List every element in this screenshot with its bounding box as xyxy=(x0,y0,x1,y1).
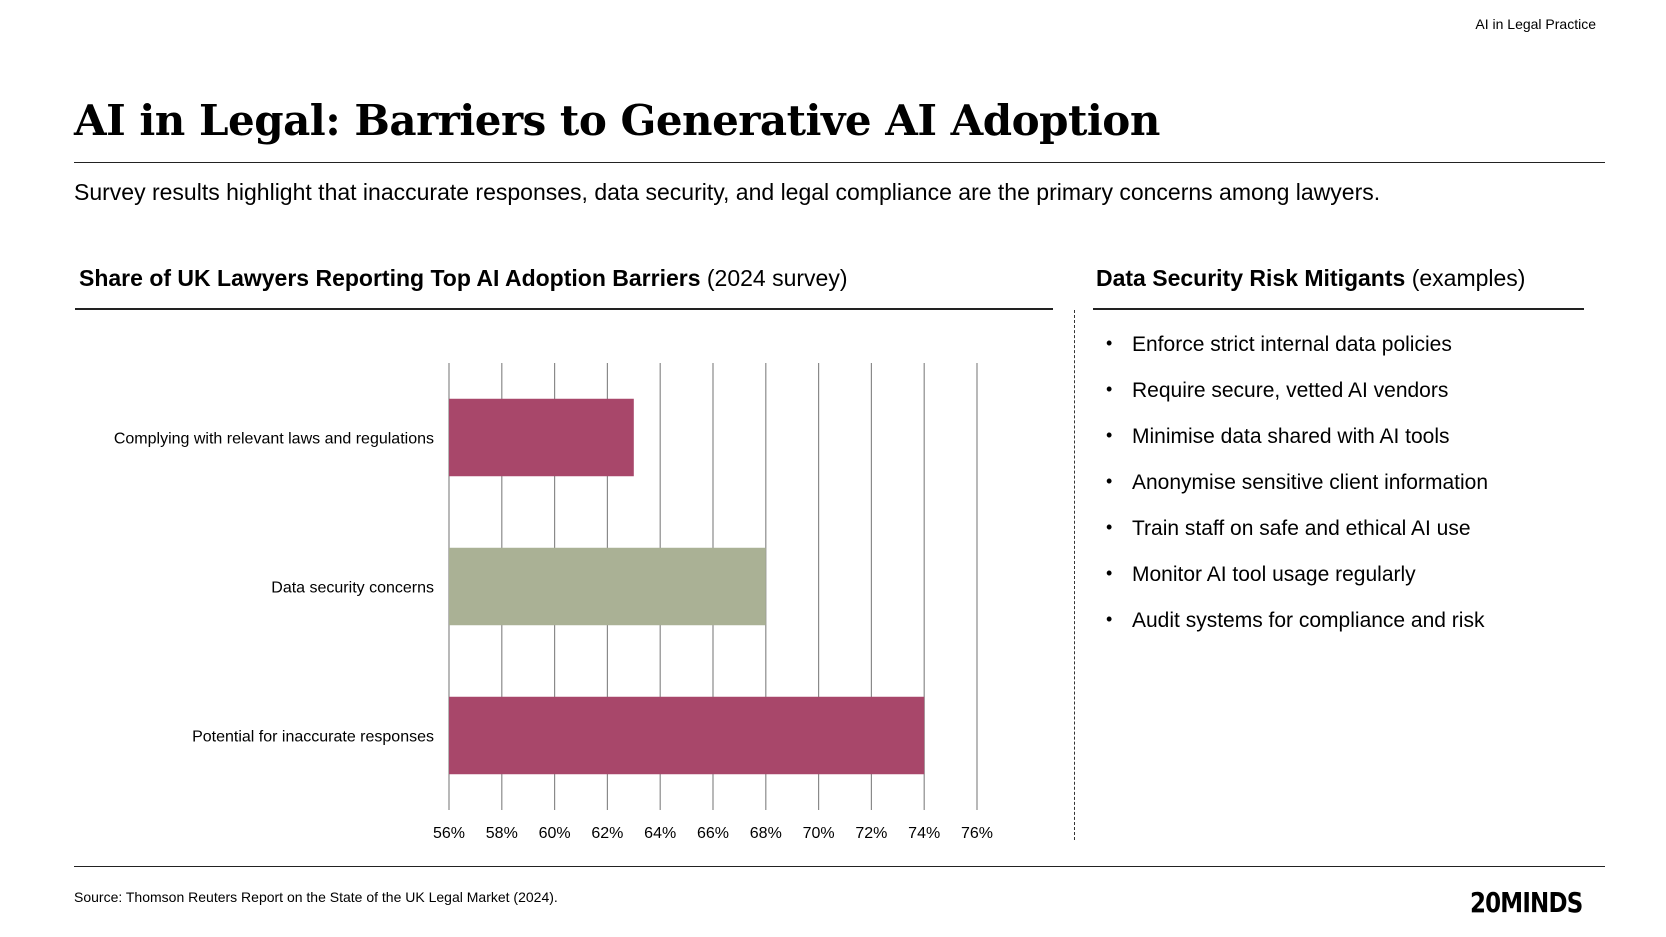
mitigant-item: • Require secure, vetted AI vendors xyxy=(1100,379,1488,425)
bullet-icon: • xyxy=(1106,609,1113,629)
category-label: Data security concerns xyxy=(271,580,434,597)
mitigant-text: Anonymise sensitive client information xyxy=(1132,471,1488,494)
x-tick-label: 58% xyxy=(486,825,518,842)
bullet-icon: • xyxy=(1106,517,1113,537)
x-tick-label: 56% xyxy=(433,825,465,842)
mitigant-text: Minimise data shared with AI tools xyxy=(1132,425,1450,448)
x-tick-label: 64% xyxy=(644,825,676,842)
mitigant-text: Require secure, vetted AI vendors xyxy=(1132,379,1449,402)
x-tick-label: 68% xyxy=(750,825,782,842)
category-label: Complying with relevant laws and regulat… xyxy=(114,431,434,448)
header-tag: AI in Legal Practice xyxy=(1475,16,1596,32)
x-tick-label: 70% xyxy=(803,825,835,842)
category-label: Potential for inaccurate responses xyxy=(192,729,434,746)
mitigants-heading-divider xyxy=(1093,308,1584,310)
bullet-icon: • xyxy=(1106,379,1113,399)
bar xyxy=(449,398,634,477)
page-title: AI in Legal: Barriers to Generative AI A… xyxy=(74,96,1160,145)
mitigant-text: Audit systems for compliance and risk xyxy=(1132,609,1485,632)
x-tick-label: 74% xyxy=(908,825,940,842)
mitigants-heading-bold: Data Security Risk Mitigants xyxy=(1096,265,1406,291)
bar xyxy=(449,696,925,775)
chart-heading-divider xyxy=(75,308,1053,310)
bar xyxy=(449,547,766,626)
x-tick-label: 60% xyxy=(539,825,571,842)
x-tick-label: 66% xyxy=(697,825,729,842)
x-tick-label: 76% xyxy=(961,825,993,842)
bullet-icon: • xyxy=(1106,333,1113,353)
mitigant-item: • Monitor AI tool usage regularly xyxy=(1100,563,1488,609)
chart-heading-bold: Share of UK Lawyers Reporting Top AI Ado… xyxy=(79,265,701,291)
chart-heading: Share of UK Lawyers Reporting Top AI Ado… xyxy=(79,265,848,292)
chart-heading-regular: (2024 survey) xyxy=(700,265,848,291)
mitigant-text: Monitor AI tool usage regularly xyxy=(1132,563,1416,586)
x-tick-label: 62% xyxy=(591,825,623,842)
title-divider xyxy=(74,162,1605,163)
page-subtitle: Survey results highlight that inaccurate… xyxy=(74,179,1381,205)
mitigant-item: • Enforce strict internal data policies xyxy=(1100,333,1488,379)
mitigants-heading-regular: (examples) xyxy=(1405,265,1526,291)
footer-divider xyxy=(74,866,1605,867)
mitigant-item: • Audit systems for compliance and risk xyxy=(1100,609,1488,655)
bullet-icon: • xyxy=(1106,425,1113,445)
source-note: Source: Thomson Reuters Report on the St… xyxy=(74,889,558,905)
mitigant-item: • Minimise data shared with AI tools xyxy=(1100,425,1488,471)
bullet-icon: • xyxy=(1106,563,1113,583)
mitigants-list: • Enforce strict internal data policies •… xyxy=(1100,333,1488,655)
bullet-icon: • xyxy=(1106,471,1113,491)
mitigant-item: • Train staff on safe and ethical AI use xyxy=(1100,517,1488,563)
brand-logo: 20MINDS xyxy=(1470,886,1583,919)
section-divider xyxy=(1074,310,1075,840)
mitigants-heading: Data Security Risk Mitigants (examples) xyxy=(1096,265,1525,292)
mitigant-text: Enforce strict internal data policies xyxy=(1132,333,1452,356)
mitigant-item: • Anonymise sensitive client information xyxy=(1100,471,1488,517)
mitigant-text: Train staff on safe and ethical AI use xyxy=(1132,517,1471,540)
x-tick-label: 72% xyxy=(855,825,887,842)
barriers-bar-chart: 56% 58% 60% 62% 64% 66% 68% 70% 72% 74% 76% Complyi… xyxy=(114,363,993,842)
